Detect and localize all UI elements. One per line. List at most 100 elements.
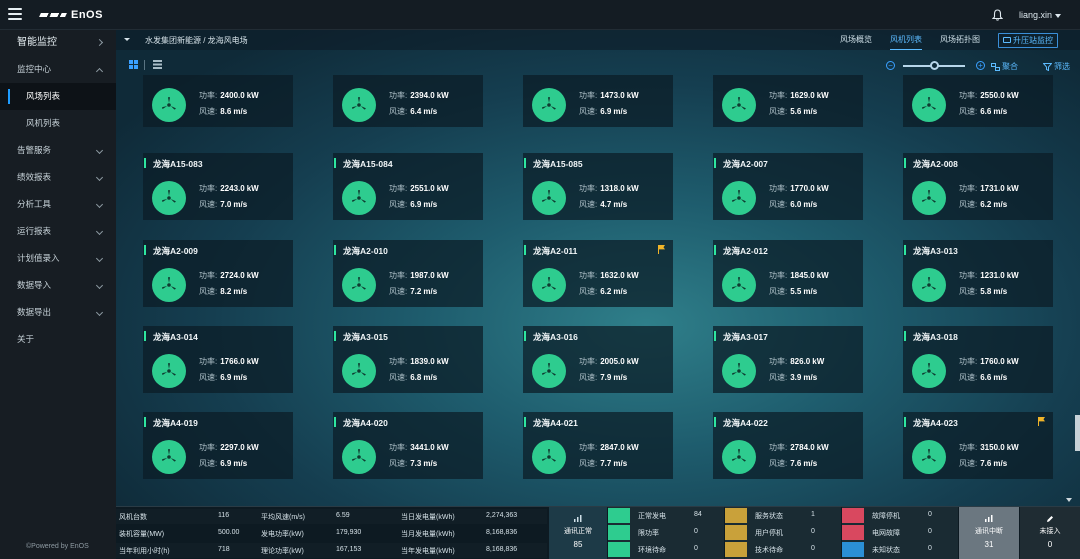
power-row: 功率: 1231.0 kW (959, 270, 1019, 281)
turbine-name: 龙海A4-020 (334, 417, 388, 428)
group-button[interactable]: 聚合 (991, 61, 1018, 72)
turbine-card[interactable]: 龙海A3-014 功率: 1766.0 kW 风速: 6.9 m/s (143, 326, 293, 393)
status-item[interactable]: 环境待命 0 (608, 542, 724, 557)
side-scroll-handle[interactable] (1075, 415, 1080, 451)
chevron-down-icon[interactable] (1066, 498, 1072, 502)
status-item[interactable]: 限功率 0 (608, 525, 724, 540)
power-row: 功率: 3441.0 kW (389, 442, 449, 453)
status-item[interactable]: 正常发电 84 (608, 508, 724, 523)
substation-monitor-button[interactable]: 升压站监控 (998, 32, 1058, 48)
power-row: 功率: 1473.0 kW (579, 90, 639, 101)
turbine-card[interactable]: 龙海A4-020 功率: 3441.0 kW 风速: 7.3 m/s (333, 412, 483, 479)
status-label: 限功率 (638, 530, 659, 537)
turbine-fan-icon (152, 181, 186, 215)
turbine-fan-icon (912, 440, 946, 474)
chevron-down-icon (95, 308, 104, 317)
wind-value: 5.5 (790, 287, 802, 296)
status-item[interactable]: 未知状态 0 (842, 542, 958, 557)
sidebar-item-3[interactable]: 风机列表 (0, 110, 116, 137)
breadcrumb[interactable]: 水发集团新能源 / 龙海风电场 (145, 36, 248, 45)
sidebar-item-5[interactable]: 绩效报表 (0, 164, 116, 191)
tab-1[interactable]: 风机列表 (890, 35, 922, 50)
status-item[interactable]: 用户停机 0 (725, 525, 841, 540)
zoom-slider-handle[interactable] (930, 61, 939, 70)
power-unit: kW (816, 271, 829, 280)
stat-value: 718 (218, 546, 230, 553)
turbine-card[interactable]: 功率: 2550.0 kW 风速: 6.6 m/s (903, 75, 1053, 127)
wind-unit: m/s (233, 107, 248, 116)
turbine-card[interactable]: 龙海A4-022 功率: 2784.0 kW 风速: 7.6 m/s (713, 412, 863, 479)
app-logo[interactable]: EnOS (40, 8, 103, 22)
unknown-status-icon (842, 542, 864, 557)
wind-row: 风速: 7.6 m/s (959, 458, 1007, 469)
status-item[interactable]: 服务状态 1 (725, 508, 841, 523)
user-menu[interactable]: liang.xin (1019, 10, 1062, 20)
power-unit: kW (816, 443, 829, 452)
zoom-in-icon[interactable]: + (976, 61, 985, 70)
sidebar-item-8[interactable]: 计划值录入 (0, 245, 116, 272)
turbine-card[interactable]: 龙海A3-018 功率: 1760.0 kW 风速: 6.6 m/s (903, 326, 1053, 393)
sidebar-item-9[interactable]: 数据导入 (0, 272, 116, 299)
sidebar-item-4[interactable]: 告警服务 (0, 137, 116, 164)
sidebar-item-0[interactable]: 智能监控 (0, 30, 116, 56)
sidebar-item-6[interactable]: 分析工具 (0, 191, 116, 218)
turbine-card[interactable]: 龙海A2-012 功率: 1845.0 kW 风速: 5.5 m/s (713, 240, 863, 307)
status-label: 未知状态 (872, 547, 900, 554)
turbine-card[interactable]: 龙海A3-017 功率: 826.0 kW 风速: 3.9 m/s (713, 326, 863, 393)
wind-unit: m/s (613, 107, 628, 116)
turbine-fan-icon (722, 354, 756, 388)
stat-value: 500.00 (218, 529, 240, 536)
bell-icon[interactable] (992, 9, 1003, 21)
turbine-fan-icon (342, 268, 376, 302)
turbine-name: 龙海A2-010 (334, 245, 388, 256)
not-connected-box[interactable]: 未接入 0 (1020, 507, 1080, 559)
comm-normal-box[interactable]: 通讯正常 85 (549, 507, 607, 559)
tab-0[interactable]: 风场概览 (840, 35, 872, 44)
flag-icon[interactable] (1038, 417, 1045, 426)
turbine-card[interactable]: 龙海A4-023 功率: 3150.0 kW 风速: 7.6 m/s (903, 412, 1053, 479)
turbine-card[interactable]: 龙海A15-084 功率: 2551.0 kW 风速: 6.9 m/s (333, 153, 483, 220)
sidebar-item-11[interactable]: 关于 (0, 326, 116, 353)
turbine-card[interactable]: 龙海A15-083 功率: 2243.0 kW 风速: 7.0 m/s (143, 153, 293, 220)
turbine-card[interactable]: 龙海A2-009 功率: 2724.0 kW 风速: 8.2 m/s (143, 240, 293, 307)
turbine-card[interactable]: 龙海A2-010 功率: 1987.0 kW 风速: 7.2 m/s (333, 240, 483, 307)
turbine-card[interactable]: 龙海A2-007 功率: 1770.0 kW 风速: 6.0 m/s (713, 153, 863, 220)
sidebar-item-label: 风机列表 (26, 118, 61, 128)
filter-button[interactable]: 筛选 (1043, 61, 1070, 72)
turbine-card[interactable]: 功率: 1629.0 kW 风速: 5.6 m/s (713, 75, 863, 127)
wind-value: 6.4 (410, 107, 422, 116)
turbine-card[interactable]: 龙海A15-085 功率: 1318.0 kW 风速: 4.7 m/s (523, 153, 673, 220)
sidebar-item-10[interactable]: 数据导出 (0, 299, 116, 326)
turbine-name: 龙海A3-016 (524, 331, 578, 342)
status-item[interactable]: 技术待命 0 (725, 542, 841, 557)
flag-icon[interactable] (658, 245, 665, 254)
power-value: 826.0 (790, 357, 811, 366)
power-value: 1731.0 (980, 184, 1005, 193)
turbine-card[interactable]: 功率: 2394.0 kW 风速: 6.4 m/s (333, 75, 483, 127)
wind-row: 风速: 6.9 m/s (389, 199, 437, 210)
caret-down-icon[interactable] (124, 38, 130, 41)
status-item[interactable]: 故障停机 0 (842, 508, 958, 523)
sidebar-item-7[interactable]: 运行报表 (0, 218, 116, 245)
list-view-icon[interactable] (153, 60, 162, 69)
turbine-card[interactable]: 龙海A3-015 功率: 1839.0 kW 风速: 6.8 m/s (333, 326, 483, 393)
status-item[interactable]: 电网故障 0 (842, 525, 958, 540)
turbine-card[interactable]: 龙海A2-008 功率: 1731.0 kW 风速: 6.2 m/s (903, 153, 1053, 220)
turbine-card[interactable]: 龙海A3-013 功率: 1231.0 kW 风速: 5.8 m/s (903, 240, 1053, 307)
turbine-running-icon (608, 508, 630, 523)
sidebar-item-1[interactable]: 监控中心 (0, 56, 116, 83)
turbine-card[interactable]: 龙海A2-011 功率: 1632.0 kW 风速: 6.2 m/s (523, 240, 673, 307)
grid-view-icon[interactable] (129, 60, 138, 69)
turbine-card[interactable]: 龙海A3-016 功率: 2005.0 kW 风速: 7.9 m/s (523, 326, 673, 393)
menu-icon[interactable] (8, 8, 22, 22)
turbine-card[interactable]: 龙海A4-019 功率: 2297.0 kW 风速: 6.9 m/s (143, 412, 293, 479)
zoom-out-icon[interactable]: − (886, 61, 895, 70)
sidebar-item-label: 智能监控 (17, 37, 57, 48)
power-value: 2550.0 (980, 91, 1005, 100)
turbine-card[interactable]: 功率: 2400.0 kW 风速: 8.6 m/s (143, 75, 293, 127)
sidebar-item-2[interactable]: 风场列表 (0, 83, 116, 110)
tab-2[interactable]: 风场拓扑图 (940, 35, 980, 44)
turbine-card[interactable]: 龙海A4-021 功率: 2847.0 kW 风速: 7.7 m/s (523, 412, 673, 479)
turbine-card[interactable]: 功率: 1473.0 kW 风速: 6.9 m/s (523, 75, 673, 127)
comm-break-box[interactable]: 通讯中断 31 (959, 507, 1019, 559)
